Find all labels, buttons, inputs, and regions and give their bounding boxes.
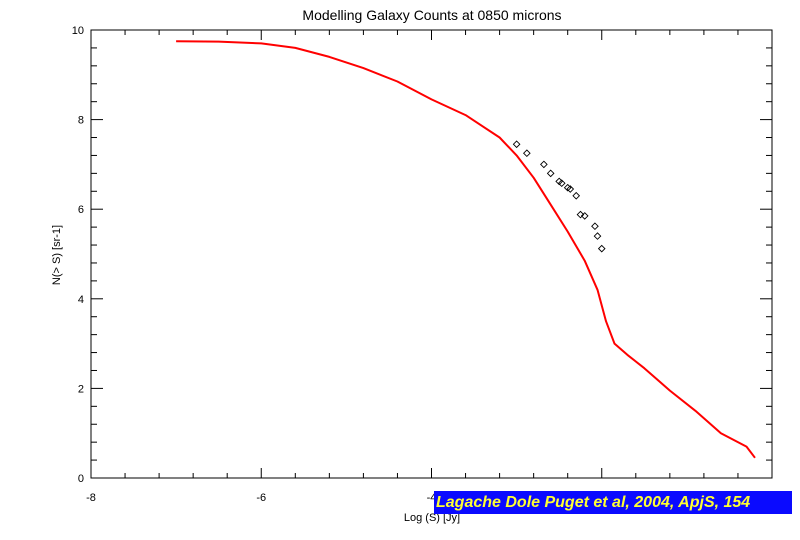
data-point [523,149,531,158]
data-point [597,244,606,253]
plot-frame [90,29,773,479]
x-axis-label: Log (S) [Jy] [404,512,460,524]
data-point [557,179,566,188]
y-tick-label: 6 [78,204,84,216]
data-point [512,140,521,149]
x-tick-label: -4 [427,492,437,504]
data-point [591,222,599,231]
citation-banner: Lagache Dole Puget et al, 2004, ApjS, 15… [434,491,792,514]
model-curve [176,40,756,459]
data-point [546,169,555,178]
x-tick-label: -8 [86,492,96,504]
y-tick-labels: 0 2 4 6 8 10 [72,25,84,485]
series-layer [176,40,756,459]
axis-ticks [90,29,773,479]
y-tick-label: 8 [78,115,84,127]
data-point [593,232,602,240]
chart-title: Modelling Galaxy Counts at 0850 microns [302,7,561,23]
data-point [576,210,585,219]
data-point [566,185,575,193]
y-tick-label: 10 [72,25,84,37]
y-axis-label: N(> S) [sr-1] [51,225,63,285]
data-point [580,212,589,220]
x-tick-label: -6 [256,492,266,504]
data-point [540,160,548,169]
y-tick-label: 2 [78,383,84,395]
data-point [572,191,581,200]
y-tick-label: 4 [78,294,84,306]
y-tick-label: 0 [78,473,84,485]
